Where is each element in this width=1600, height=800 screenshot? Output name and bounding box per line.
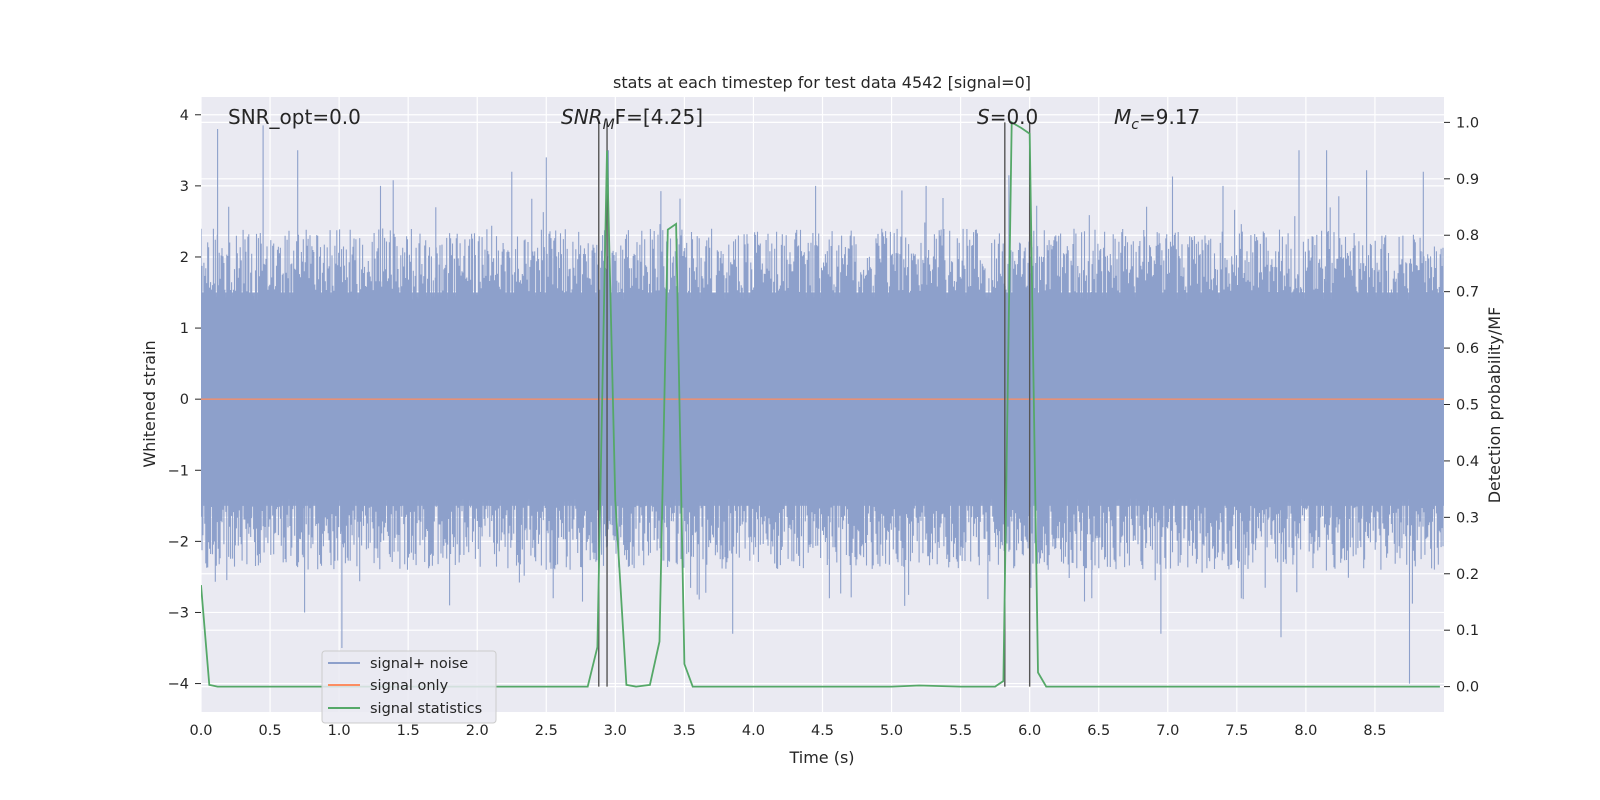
annotation-snr-mf-sub: M	[603, 117, 615, 133]
y-left-tick-label: 0	[180, 392, 189, 408]
y-right-tick-label: 0.9	[1456, 172, 1479, 188]
x-tick-label: 1.5	[397, 723, 420, 739]
y-left-tick-label: −4	[168, 677, 189, 693]
x-tick-label: 4.5	[811, 723, 834, 739]
annotation-snr-mf-main: SNR	[561, 105, 603, 129]
annotation-s-rest: =0.0	[990, 105, 1039, 129]
x-tick-label: 6.0	[1018, 723, 1041, 739]
y-left-tick-label: 2	[180, 250, 189, 266]
x-axis-label: Time (s)	[788, 748, 854, 767]
legend: signal+ noise signal only signal statist…	[321, 650, 497, 724]
y-left-tick-label: 1	[180, 321, 189, 337]
y-left-tick-label: −2	[168, 534, 189, 550]
y-right-tick-label: 0.1	[1456, 623, 1479, 639]
x-tick-label: 0.5	[259, 723, 282, 739]
annotation-snr-mf-rest: F=[4.25]	[615, 105, 703, 129]
y-right-tick-label: 0.3	[1456, 510, 1479, 526]
y-right-tick-labels: 0.0 0.1 0.2 0.3 0.4 0.5 0.6 0.7 0.8 0.9 1.0	[1444, 115, 1479, 696]
annotation-snr-opt: SNR_opt=0.0	[228, 105, 361, 129]
y-right-tick-label: 0.7	[1456, 285, 1479, 301]
x-tick-label: 8.5	[1363, 723, 1386, 739]
x-tick-label: 2.5	[535, 723, 558, 739]
x-tick-label: 6.5	[1087, 723, 1110, 739]
y-right-tick-label: 0.8	[1456, 228, 1479, 244]
y-right-tick-label: 0.6	[1456, 341, 1479, 357]
x-tick-label: 8.0	[1294, 723, 1317, 739]
annotation-mc-sub: c	[1131, 117, 1139, 133]
x-tick-label: 4.0	[742, 723, 765, 739]
x-tick-labels: 0.0 0.5 1.0 1.5 2.0 2.5 3.0 3.5 4.0 4.5 5.0 5.5 6.0 6…	[189, 723, 1386, 739]
x-tick-label: 2.0	[466, 723, 489, 739]
y-left-tick-label: 4	[180, 108, 189, 124]
x-tick-label: 7.5	[1225, 723, 1248, 739]
x-tick-label: 5.5	[949, 723, 972, 739]
y-left-tick-label: −1	[168, 463, 189, 479]
x-tick-label: 3.5	[673, 723, 696, 739]
legend-label-signal-noise: signal+ noise	[370, 656, 468, 672]
y-left-axis-label: Whitened strain	[140, 340, 159, 467]
annotation-mc-rest: =9.17	[1139, 105, 1200, 129]
x-tick-label: 5.0	[880, 723, 903, 739]
annotation-mc: Mc=9.17	[1114, 105, 1200, 133]
y-left-tick-labels: −4 −3 −2 −1 0 1 2 3 4	[168, 108, 201, 693]
signal-noise-line	[201, 125, 1444, 684]
y-left-tick-label: −3	[168, 605, 189, 621]
x-tick-label: 1.0	[328, 723, 351, 739]
chart-title: stats at each timestep for test data 454…	[613, 73, 1031, 92]
x-tick-label: 3.0	[604, 723, 627, 739]
annotation-s: S=0.0	[977, 105, 1038, 129]
x-tick-label: 7.0	[1156, 723, 1179, 739]
legend-label-signal-statistics: signal statistics	[370, 701, 482, 717]
y-right-tick-label: 0.0	[1456, 680, 1479, 696]
annotation-snr-mf: SNRMF=[4.25]	[561, 105, 703, 133]
legend-box	[321, 650, 497, 724]
annotation-s-main: S	[977, 105, 990, 129]
y-right-tick-label: 0.5	[1456, 398, 1479, 414]
x-tick-label: 0.0	[189, 723, 212, 739]
annotation-mc-main: M	[1114, 105, 1131, 129]
y-left-tick-label: 3	[180, 179, 189, 195]
legend-label-signal-only: signal only	[370, 678, 449, 694]
y-right-tick-label: 1.0	[1456, 115, 1479, 131]
y-right-axis-label: Detection probability/MF	[1485, 307, 1504, 504]
y-right-tick-label: 0.4	[1456, 454, 1479, 470]
y-right-tick-label: 0.2	[1456, 567, 1479, 583]
